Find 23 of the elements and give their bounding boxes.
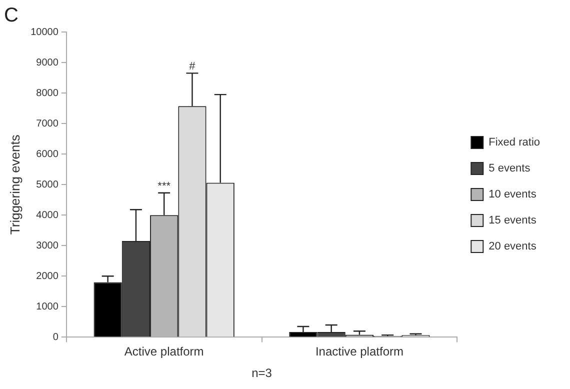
y-tick-label: 10000 <box>30 26 59 38</box>
y-tick-label: 2000 <box>36 270 59 282</box>
x-tick-label: Active platform <box>124 344 204 359</box>
y-tick-label: 5000 <box>36 179 59 190</box>
y-axis-title: Triggering events <box>7 134 22 235</box>
legend-label: 5 events <box>488 162 531 175</box>
y-tick-label: 4000 <box>36 210 59 221</box>
legend-label: 10 events <box>488 188 537 201</box>
y-tick-label: 3000 <box>36 240 59 252</box>
y-tick-label: 9000 <box>36 57 59 68</box>
y-tick-label: 0 <box>52 332 59 343</box>
legend-label: 15 events <box>488 214 537 227</box>
y-tick-label: 6000 <box>36 148 59 160</box>
y-tick-label: 1000 <box>36 301 59 312</box>
legend-label: Fixed ratio <box>488 136 540 149</box>
y-tick-label: 8000 <box>36 88 59 99</box>
chart-title: C <box>4 4 18 27</box>
x-tick-label: Inactive platform <box>315 344 404 359</box>
legend-label: 20 events <box>488 240 537 253</box>
x-axis-title: n=3 <box>252 366 272 380</box>
data-label: # <box>189 60 196 73</box>
y-tick-label: 7000 <box>36 118 59 130</box>
data-label: *** <box>158 180 172 192</box>
